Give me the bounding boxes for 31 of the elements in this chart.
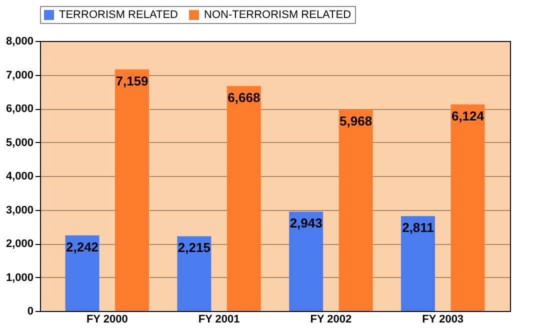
y-tick-label: 5,000 (6, 136, 34, 149)
x-tick-label: FY 2000 (86, 314, 128, 326)
data-label: 7,159 (116, 73, 148, 88)
y-tick-label: 6,000 (6, 103, 34, 115)
y-tick-label: 7,000 (6, 69, 34, 82)
legend-label: TERRORISM RELATED (59, 9, 178, 21)
x-tick-label: FY 2003 (422, 314, 464, 326)
legend-label: NON-TERRORISM RELATED (204, 9, 352, 21)
data-label: 6,124 (451, 108, 485, 124)
data-label: 2,242 (66, 239, 99, 254)
x-tick-label: FY 2001 (198, 314, 240, 326)
y-tick-label: 2,000 (6, 238, 34, 250)
bar (450, 104, 485, 311)
x-tick-label: FY 2002 (310, 314, 352, 326)
bar (400, 216, 435, 311)
data-label: 2,215 (178, 240, 210, 256)
y-tick-label: 4,000 (6, 170, 34, 182)
y-tick-label: 1,000 (6, 272, 34, 284)
data-label: 2,943 (290, 216, 322, 231)
y-tick-label: 3,000 (6, 204, 34, 216)
bar (115, 69, 150, 311)
bar (338, 110, 373, 311)
bar (65, 235, 100, 311)
y-tick-label: 8,000 (6, 36, 34, 48)
y-tick-label: 0 (27, 306, 34, 318)
bar (226, 86, 261, 311)
data-label: 6,668 (228, 90, 260, 105)
data-label: 5,968 (340, 114, 372, 129)
data-label: 2,811 (402, 220, 434, 236)
bar (177, 236, 212, 311)
bar (289, 212, 324, 311)
